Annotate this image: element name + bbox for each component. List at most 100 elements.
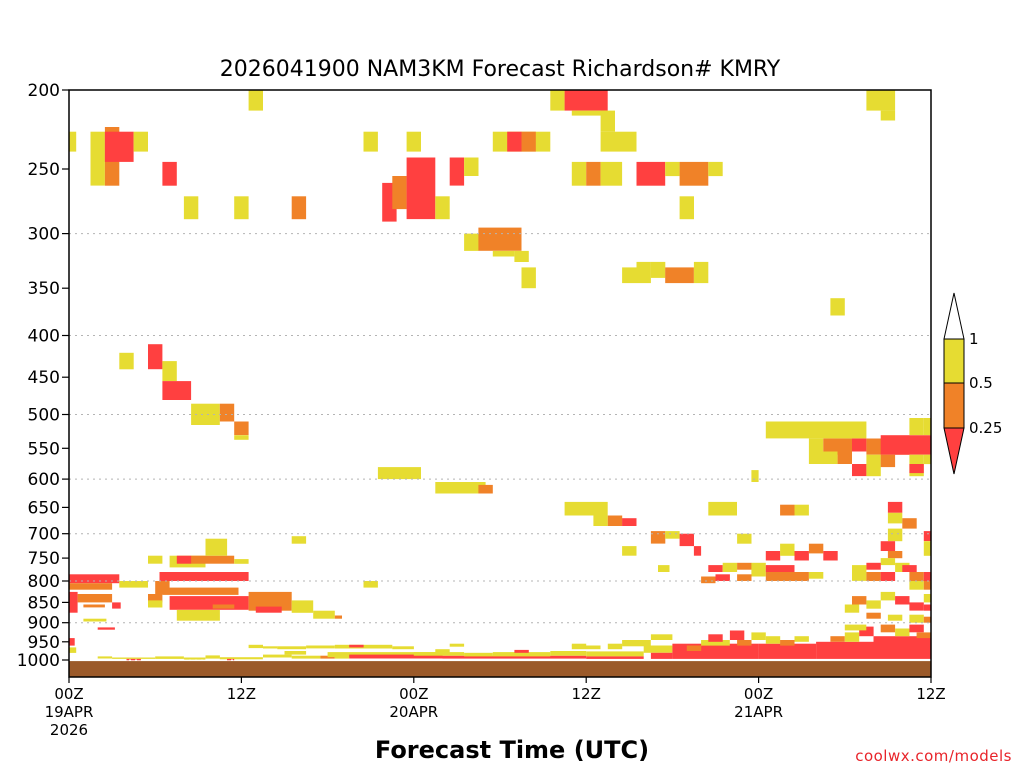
ri-cell-yellow [334, 655, 350, 659]
ri-cell-yellow [852, 565, 867, 581]
ri-cell-yellow [564, 501, 608, 516]
ri-cell-yellow [708, 501, 737, 516]
ri-cell-orange [212, 604, 235, 609]
ri-cell-red [880, 541, 896, 551]
ri-cell-yellow [69, 131, 77, 152]
ri-cell-red [708, 565, 723, 572]
ri-cell-orange [852, 596, 867, 605]
ri-cell-red [880, 572, 896, 581]
ri-cell-yellow [234, 435, 249, 440]
ri-cell-orange [916, 632, 931, 639]
ri-cell-yellow [435, 196, 450, 220]
ri-cell-yellow [263, 646, 278, 649]
ri-cell-orange [586, 161, 601, 186]
y-tick-label: 700 [28, 525, 60, 545]
ri-cell-orange [83, 604, 105, 608]
ri-cell-orange [162, 587, 239, 595]
ri-cell-red [923, 531, 931, 542]
ri-cell-orange [880, 454, 896, 468]
ri-cell-orange [780, 640, 795, 646]
ri-cell-yellow [794, 636, 809, 642]
ri-cell-red [852, 464, 867, 477]
ri-cell-yellow [830, 298, 845, 316]
ri-cell-red [622, 518, 637, 526]
ri-cell-orange [392, 176, 407, 210]
ri-cell-red [880, 435, 931, 455]
x-tick-label: 00Z [399, 685, 428, 703]
ri-cell-orange [665, 267, 694, 284]
ri-cell-yellow [887, 528, 903, 542]
ri-cell-orange [737, 574, 752, 581]
ground-layer [69, 661, 931, 677]
ri-cell-yellow [248, 644, 263, 649]
x-tick-label: 00Z [54, 685, 83, 703]
ri-cell-yellow [291, 536, 307, 544]
ri-cell-red [693, 546, 702, 556]
ri-cell-yellow [923, 541, 931, 556]
ri-cell-yellow [119, 352, 134, 370]
ri-cell-orange [248, 591, 292, 611]
y-tick-label: 1000 [17, 651, 60, 671]
ri-cell-yellow [97, 656, 113, 659]
ri-cell-yellow [377, 467, 421, 480]
ri-cell-yellow [679, 196, 694, 220]
ri-cell-orange [521, 131, 536, 152]
ri-cell-orange [219, 403, 235, 422]
x-tick-label: 12Z [572, 685, 601, 703]
ri-cell-yellow [492, 250, 515, 257]
ri-cell-red [708, 634, 723, 642]
ri-cell-orange [808, 543, 824, 554]
ri-cell-yellow [600, 110, 615, 132]
ri-cell-yellow [794, 504, 809, 516]
ri-cell-yellow [234, 196, 249, 220]
ri-cell-orange [923, 616, 931, 623]
ri-cell-orange [191, 555, 235, 564]
ri-cell-yellow [923, 454, 931, 465]
ri-cell-yellow [722, 562, 738, 572]
ri-cell-red [169, 596, 249, 610]
ri-cell-yellow [751, 562, 766, 577]
ri-cell-yellow [291, 600, 314, 613]
ri-cell-orange [478, 227, 522, 251]
ri-cell-red [923, 604, 931, 611]
ri-cell-red [816, 641, 874, 659]
ri-cell-yellow [133, 131, 148, 152]
ri-cell-orange [837, 451, 852, 464]
colorbar-level-label: 1 [969, 330, 979, 348]
ri-cell-orange [701, 576, 716, 584]
x-tick-label: 19APR [45, 703, 94, 721]
ri-cell-yellow [844, 624, 867, 631]
ri-cell-yellow [895, 628, 910, 637]
ri-cell-yellow [880, 591, 896, 601]
ri-cell-red [729, 630, 745, 640]
ri-cell-yellow [464, 233, 479, 251]
ri-cell-orange [823, 438, 852, 455]
ri-cell-yellow [148, 555, 163, 564]
y-tick-label: 850 [28, 593, 60, 613]
ri-cell-red [449, 157, 465, 186]
ri-cell-yellow [363, 131, 378, 152]
ri-cell-yellow [571, 161, 587, 186]
ri-cell-red [514, 649, 529, 653]
ri-cell-red [895, 596, 910, 605]
ri-cell-red [909, 624, 924, 633]
ri-cell-orange [866, 572, 881, 581]
y-tick-label: 750 [28, 549, 60, 569]
ri-cell-orange [69, 583, 113, 590]
ri-cell-yellow [464, 157, 479, 176]
ri-cell-yellow [284, 651, 307, 655]
ri-cell-red [112, 602, 121, 609]
ri-cell-orange [880, 624, 896, 633]
ri-cell-yellow [665, 161, 680, 177]
x-tick-label: 21APR [734, 703, 783, 721]
ri-cell-yellow [148, 600, 163, 608]
ri-cell-yellow [887, 512, 903, 524]
y-tick-label: 550 [28, 439, 60, 459]
ri-cell-yellow [155, 656, 184, 659]
ri-cell-yellow [708, 161, 723, 177]
ri-cell-yellow [205, 538, 228, 556]
ri-cell-orange [923, 581, 931, 590]
ri-cell-red [679, 533, 694, 547]
